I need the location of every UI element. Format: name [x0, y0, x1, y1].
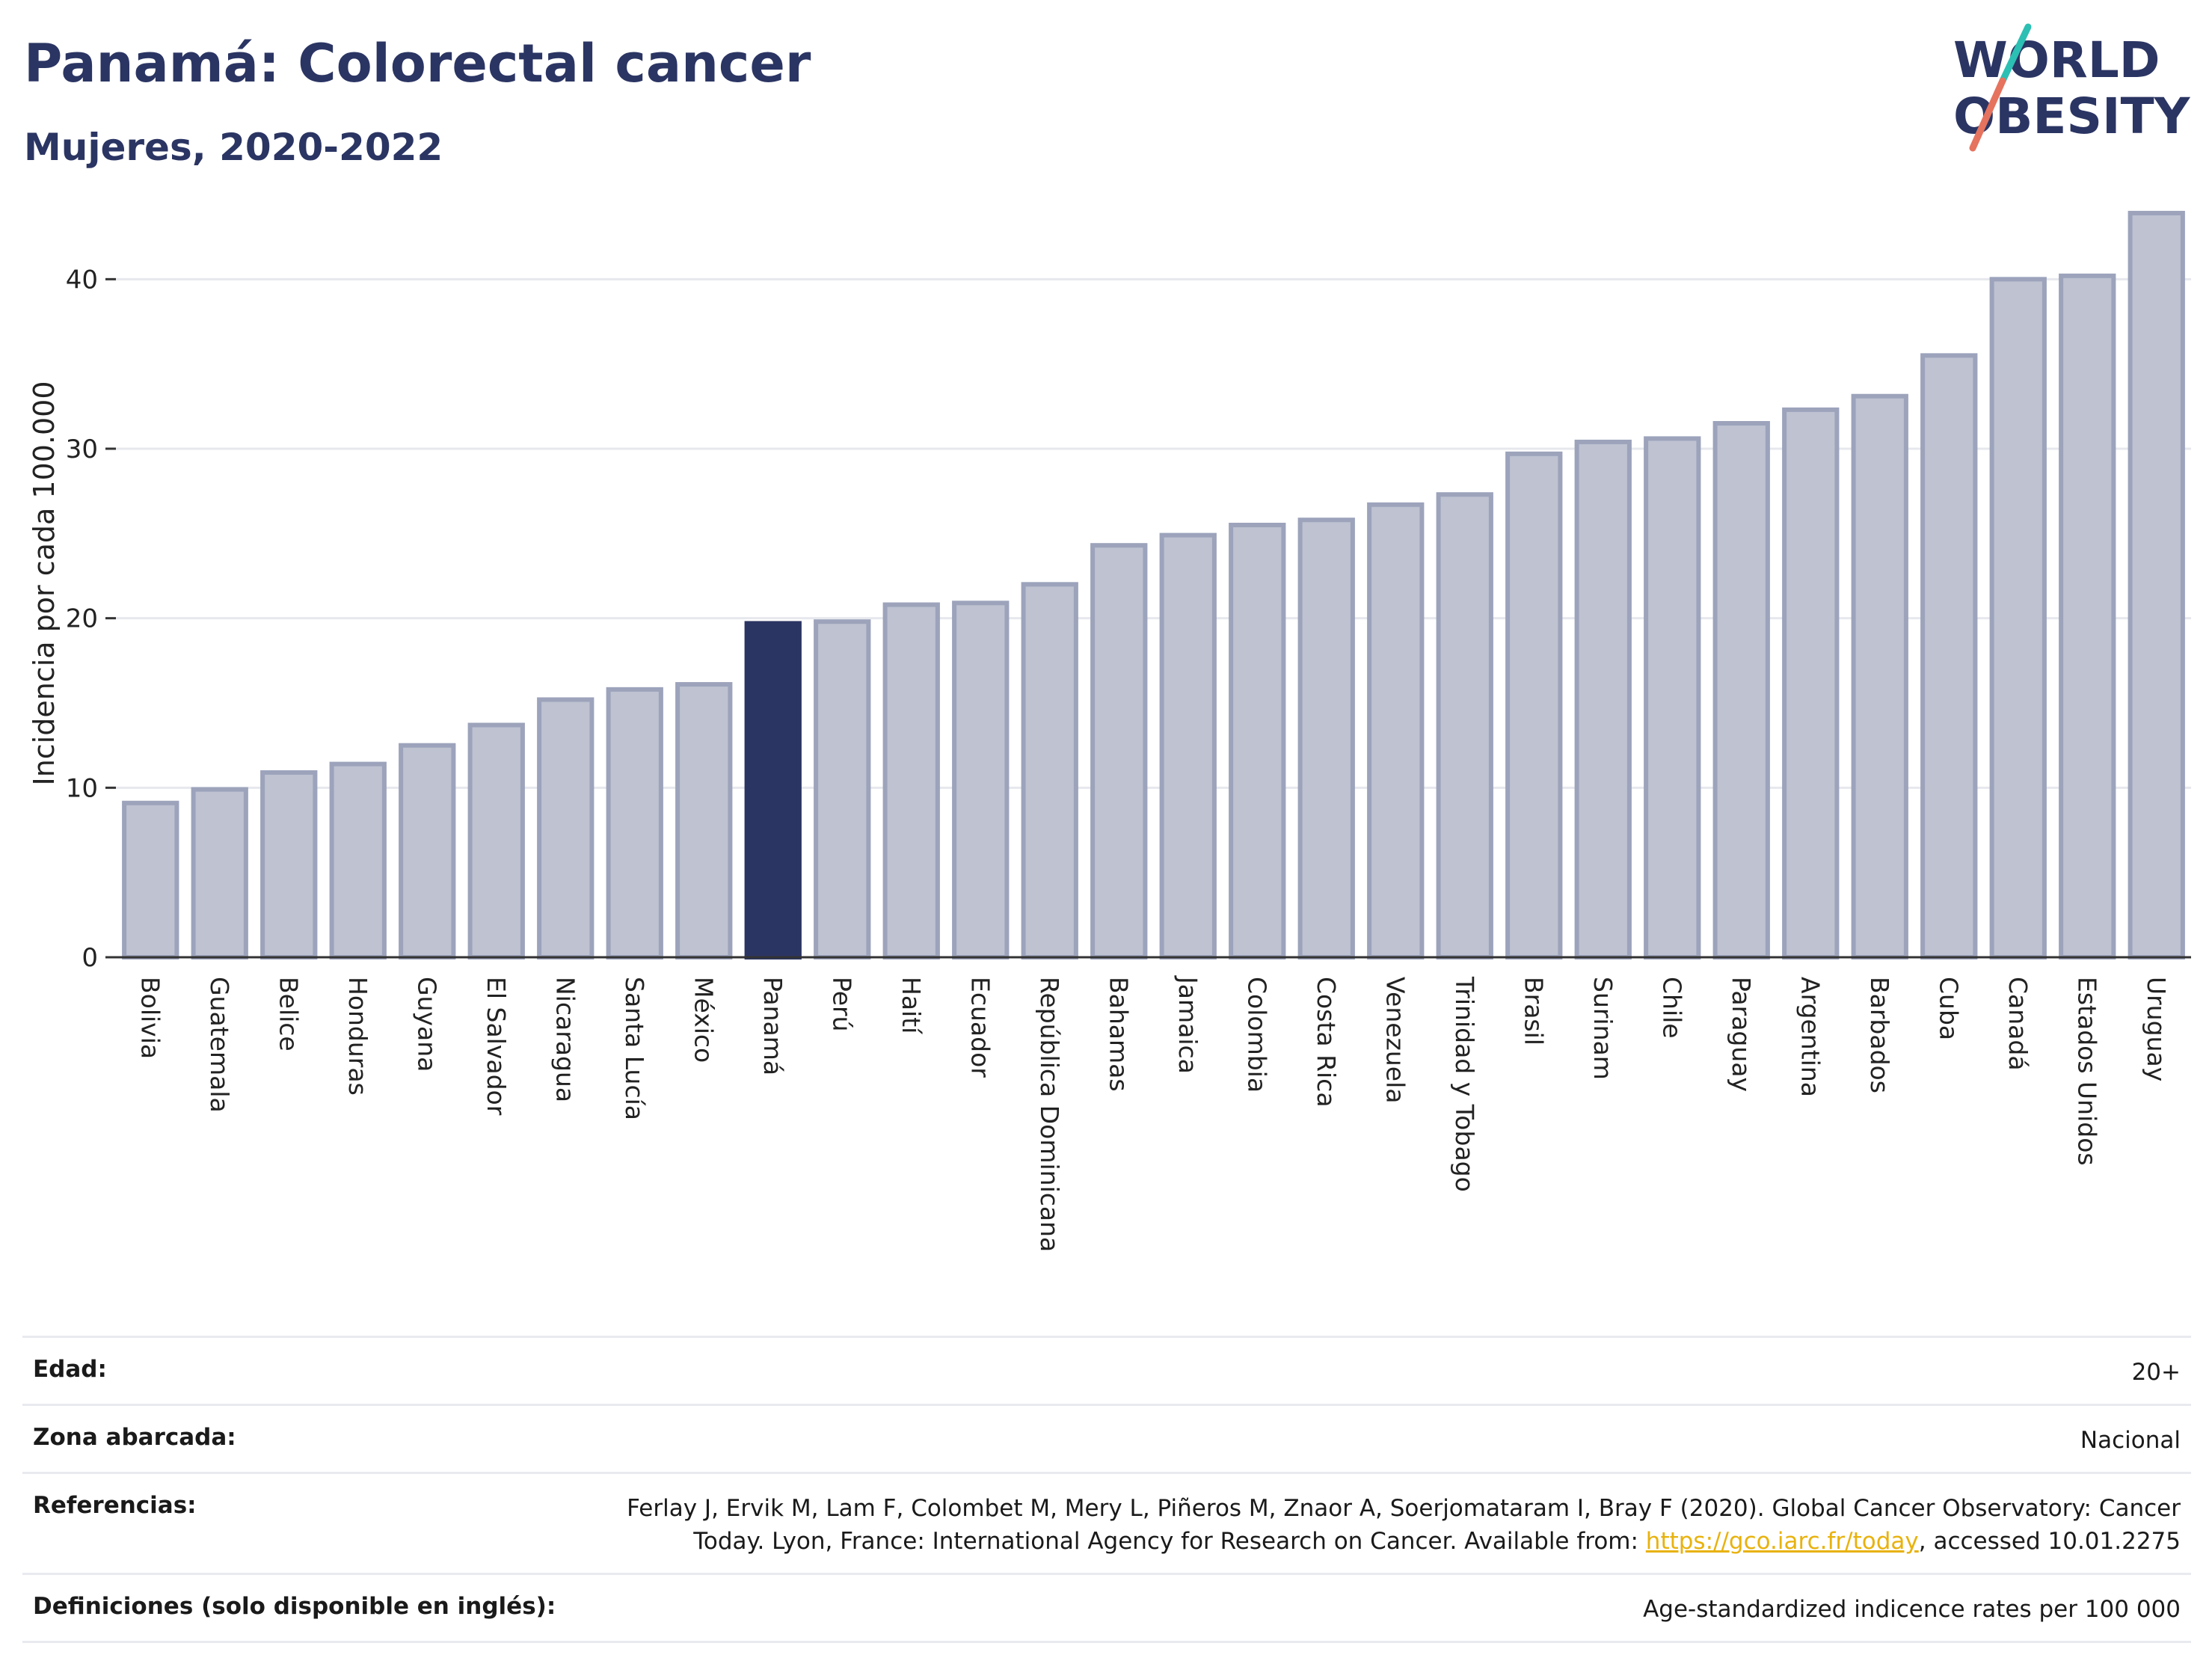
bar-cuba: [1920, 353, 1978, 960]
y-tick-label: 0: [82, 943, 98, 973]
x-tick-label: Surinam: [1588, 977, 1617, 1080]
x-tick-label: Canadá: [2003, 977, 2033, 1071]
x-tick-label: Trinidad y Tobago: [1450, 976, 1479, 1192]
reference-line-2: Today. Lyon, France: International Agenc…: [693, 1528, 1646, 1555]
y-tick-label: 20: [66, 604, 98, 634]
bar-nicaragua: [537, 697, 595, 959]
y-axis-title: Incidencia por cada 100.000: [28, 381, 61, 785]
bar-brasil: [1505, 451, 1563, 959]
x-tick-label: Costa Rica: [1312, 977, 1341, 1108]
bar-méxico: [675, 682, 733, 959]
bar-estados-unidos: [2059, 273, 2116, 959]
bar-chile: [1644, 436, 1701, 959]
reference-accessed: , accessed 10.01.2275: [1918, 1528, 2181, 1555]
x-tick-label: Jamaica: [1173, 975, 1202, 1074]
bar-guatemala: [191, 787, 248, 959]
x-tick-label: Colombia: [1242, 977, 1271, 1093]
zone-value: Nacional: [2080, 1427, 2181, 1454]
age-label: Edad:: [33, 1356, 107, 1383]
bar-guyana: [399, 743, 456, 960]
info-row-references: Referencias: Ferlay J, Ervik M, Lam F, C…: [22, 1472, 2191, 1573]
grid-lines: [116, 277, 2191, 789]
x-tick-label: Haití: [897, 977, 926, 1035]
x-tick-label: Panamá: [758, 977, 787, 1075]
x-tick-label: República Dominicana: [1035, 977, 1064, 1252]
x-tick-label: El Salvador: [482, 977, 511, 1116]
bar-surinam: [1574, 439, 1632, 959]
x-tick-label: Belice: [274, 977, 303, 1051]
y-axis: 0 10 20 30 40: [66, 265, 116, 973]
x-tick-label: Guatemala: [205, 977, 234, 1113]
bar-santa-lucía: [606, 687, 663, 959]
world-obesity-logo: WORLD OBESITY: [1953, 23, 2191, 152]
x-tick-label: Uruguay: [2142, 977, 2171, 1081]
bar-república-dominicana: [1021, 582, 1078, 959]
x-axis: Bolivia Guatemala Belice Honduras Guyana El S…: [116, 956, 2191, 1252]
bar-jamaica: [1159, 532, 1217, 959]
bar-honduras: [329, 761, 387, 959]
bar-bahamas: [1090, 543, 1148, 959]
y-tick-label: 30: [66, 435, 98, 464]
bar-trinidad-y-tobago: [1436, 492, 1493, 959]
bar-uruguay: [2127, 210, 2185, 959]
definitions-label: Definiciones (solo disponible en inglés)…: [33, 1593, 556, 1620]
x-tick-label: Bolivia: [135, 977, 165, 1059]
bar-bolivia: [122, 800, 179, 959]
bar-paraguay: [1712, 421, 1770, 959]
bar-costa-rica: [1297, 518, 1355, 959]
x-tick-label: Paraguay: [1727, 977, 1756, 1092]
bar-el-salvador: [467, 722, 525, 959]
definitions-value: Age-standardized indicence rates per 100…: [1643, 1596, 2181, 1623]
info-row-zone: Zona abarcada: Nacional: [22, 1404, 2191, 1472]
x-tick-label: Honduras: [343, 977, 372, 1096]
x-tick-label: Argentina: [1795, 977, 1825, 1097]
bar-canadá: [1989, 277, 2047, 960]
x-tick-label: Santa Lucía: [620, 977, 649, 1120]
x-tick-label: Ecuador: [965, 977, 995, 1078]
y-tick-label: 10: [66, 773, 98, 803]
info-table: Edad: 20+ Zona abarcada: Nacional Refere…: [22, 1336, 2191, 1643]
x-tick-label: México: [689, 977, 718, 1063]
x-tick-label: Guyana: [412, 977, 441, 1072]
bars: [122, 210, 2185, 960]
references-label: Referencias:: [33, 1492, 197, 1519]
reference-link[interactable]: https://gco.iarc.fr/today: [1645, 1528, 1919, 1555]
x-tick-label: Estados Unidos: [2072, 977, 2101, 1166]
bar-chart: 0 10 20 30 40 Bolivia Guatemala Belice Honduras…: [28, 210, 2191, 1252]
bar-panamá: [744, 621, 802, 959]
page-title: Panamá: Colorectal cancer: [24, 33, 811, 94]
x-tick-label: Perú: [827, 977, 856, 1032]
bar-venezuela: [1367, 502, 1425, 959]
x-tick-label: Barbados: [1865, 977, 1894, 1093]
x-tick-label: Brasil: [1519, 977, 1548, 1045]
logo-red-slash: [1969, 77, 2006, 152]
info-row-definitions: Definiciones (solo disponible en inglés)…: [22, 1573, 2191, 1643]
logo-text-world: WORLD: [1953, 31, 2160, 89]
reference-line-1: Ferlay J, Ervik M, Lam F, Colombet M, Me…: [627, 1495, 2181, 1522]
x-tick-label: Bahamas: [1104, 977, 1133, 1092]
page-subtitle: Mujeres, 2020-2022: [24, 126, 443, 169]
age-value: 20+: [2131, 1359, 2181, 1386]
logo-teal-slash: [1999, 23, 2032, 85]
bar-perú: [814, 619, 871, 959]
x-tick-label: Nicaragua: [550, 977, 580, 1102]
x-tick-label: Chile: [1657, 977, 1686, 1039]
bar-barbados: [1851, 393, 1908, 959]
bar-haití: [882, 602, 940, 959]
bar-belice: [260, 770, 318, 960]
bar-ecuador: [952, 601, 1010, 959]
references-value: Ferlay J, Ervik M, Lam F, Colombet M, Me…: [627, 1492, 2181, 1558]
x-tick-label: Cuba: [1934, 977, 1963, 1040]
bar-colombia: [1229, 523, 1286, 959]
bar-argentina: [1782, 407, 1840, 959]
y-tick-label: 40: [66, 265, 98, 295]
x-tick-label: Venezuela: [1380, 977, 1410, 1103]
info-row-age: Edad: 20+: [22, 1336, 2191, 1404]
zone-label: Zona abarcada:: [33, 1424, 236, 1451]
